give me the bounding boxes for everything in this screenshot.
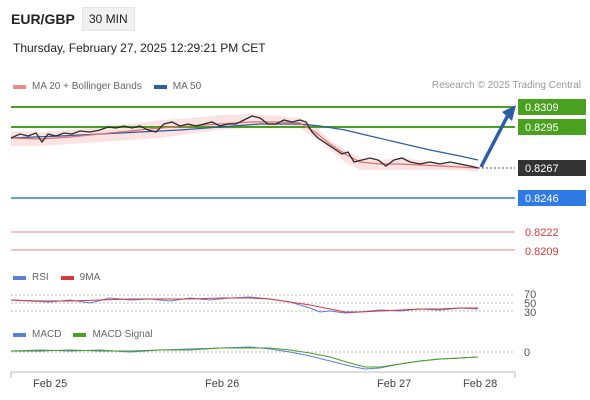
legend-item-rsi: RSI bbox=[13, 272, 49, 283]
x-label-feb28: Feb 28 bbox=[463, 378, 497, 390]
price-tag-0.8295-bg bbox=[518, 119, 586, 135]
price-tag-0.8309: 0.8309 bbox=[525, 102, 559, 114]
x-label-feb25: Feb 25 bbox=[33, 378, 67, 390]
legend-label-macd: MACD bbox=[32, 329, 62, 340]
legend-label-rsi: RSI bbox=[32, 272, 49, 283]
legend-label-9ma: 9MA bbox=[79, 272, 101, 283]
header-bar: EUR/GBP 30 MIN bbox=[0, 0, 590, 36]
chart-datetime: Thursday, February 27, 2025 12:29:21 PM … bbox=[13, 41, 266, 55]
price-tag-0.8267-bg bbox=[518, 160, 586, 176]
rsi-tick-50: 50 bbox=[524, 298, 536, 310]
legend-item-ma50: MA 50 bbox=[153, 81, 202, 92]
legend-swatch-ma20 bbox=[13, 84, 26, 89]
legend-label-ma20: MA 20 + Bollinger Bands bbox=[32, 81, 142, 92]
rsi-legend: RSI 9MA bbox=[13, 272, 112, 283]
price-tag-0.8209: 0.8209 bbox=[525, 246, 559, 258]
main-legend: MA 20 + Bollinger Bands MA 50 bbox=[13, 81, 213, 92]
legend-label-macd-signal: MACD Signal bbox=[92, 329, 153, 340]
rsi-tick-30: 30 bbox=[524, 307, 536, 319]
rsi-tick-70: 70 bbox=[524, 289, 536, 301]
price-tag-0.8295: 0.8295 bbox=[525, 122, 559, 134]
macd-tick-0: 0 bbox=[524, 347, 530, 359]
price-tag-0.8309-bg bbox=[518, 99, 586, 115]
projection-arrowhead bbox=[502, 105, 516, 121]
legend-item-ma20: MA 20 + Bollinger Bands bbox=[13, 81, 142, 92]
legend-swatch-rsi bbox=[13, 275, 26, 280]
ma50-line bbox=[10, 123, 479, 161]
price-tag-0.8246-bg bbox=[518, 190, 586, 206]
price-tag-0.8222: 0.8222 bbox=[525, 227, 559, 239]
legend-label-ma50: MA 50 bbox=[172, 81, 202, 92]
x-label-feb26: Feb 26 bbox=[205, 378, 239, 390]
price-tag-0.8246: 0.8246 bbox=[525, 193, 559, 205]
macd-legend: MACD MACD Signal bbox=[13, 329, 164, 340]
ma20-line bbox=[10, 121, 479, 169]
legend-swatch-ma50 bbox=[153, 84, 167, 89]
legend-item-macd-signal: MACD Signal bbox=[73, 329, 152, 340]
price-tag-0.8267: 0.8267 bbox=[525, 163, 559, 175]
bollinger-band bbox=[11, 114, 478, 172]
legend-swatch-macd-signal bbox=[73, 332, 87, 337]
rsi-9ma-line bbox=[10, 297, 478, 313]
price-candles bbox=[10, 115, 479, 169]
timeframe-badge[interactable]: 30 MIN bbox=[82, 7, 135, 31]
legend-item-macd: MACD bbox=[13, 329, 61, 340]
credit-text: Research © 2025 Trading Central bbox=[431, 80, 581, 91]
projection-arrow bbox=[479, 114, 510, 168]
macd-signal-line bbox=[11, 347, 479, 368]
x-label-feb27: Feb 27 bbox=[377, 378, 411, 390]
symbol-title: EUR/GBP bbox=[11, 11, 75, 27]
legend-swatch-9ma bbox=[60, 275, 74, 280]
legend-swatch-macd bbox=[13, 332, 26, 337]
legend-item-9ma: 9MA bbox=[60, 272, 101, 283]
